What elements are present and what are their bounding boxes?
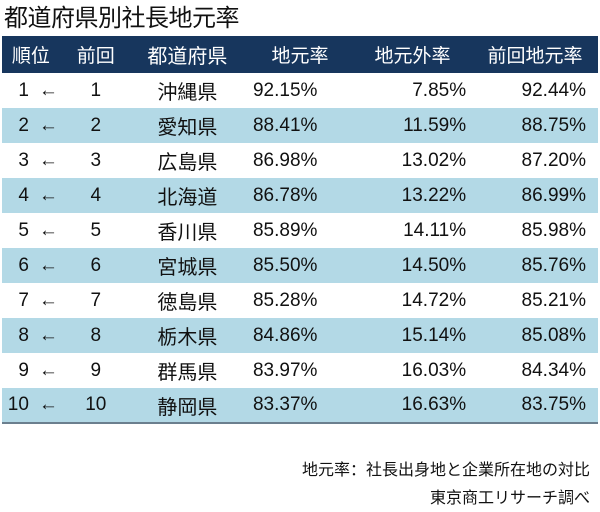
local-rate-cell: 86.78% bbox=[252, 184, 318, 206]
table-row: 6 ← 6 宮城県 85.50% 14.50% 85.76% bbox=[2, 248, 598, 283]
unchanged-arrow-icon: ← bbox=[38, 394, 58, 415]
table-row: 8 ← 8 栃木県 84.86% 15.14% 85.08% bbox=[2, 318, 598, 353]
outside-rate-cell: 13.02% bbox=[401, 149, 467, 171]
table-row: 2 ← 2 愛知県 88.41% 11.59% 88.75% bbox=[2, 108, 598, 143]
rank-cell: 1 bbox=[18, 79, 29, 101]
local-rate-cell: 85.28% bbox=[252, 289, 318, 311]
table-header-row: 順位 前回 都道府県 地元率 地元外率 前回地元率 bbox=[2, 36, 598, 73]
outside-rate-cell: 14.11% bbox=[403, 219, 467, 241]
rank-cell: 2 bbox=[18, 114, 29, 136]
header-previous-local-rate: 前回地元率 bbox=[487, 45, 583, 67]
table-row: 4 ← 4 北海道 86.78% 13.22% 86.99% bbox=[2, 178, 598, 213]
previous-rank-cell: 8 bbox=[90, 324, 102, 346]
source-footnote: 東京商工リサーチ調べ bbox=[429, 488, 590, 507]
table-row: 5 ← 5 香川県 85.89% 14.11% 85.98% bbox=[2, 213, 598, 248]
local-rate-cell: 92.15% bbox=[252, 79, 318, 101]
unchanged-arrow-icon: ← bbox=[38, 289, 58, 311]
previous-rank-cell: 10 bbox=[85, 394, 107, 415]
unchanged-arrow-icon: ← bbox=[38, 324, 58, 346]
table-row: 9 ← 9 群馬県 83.97% 16.03% 84.34% bbox=[2, 353, 598, 388]
rank-cell: 6 bbox=[18, 254, 29, 276]
prefecture-cell: 静岡県 bbox=[157, 394, 218, 419]
prefecture-cell: 広島県 bbox=[157, 150, 218, 174]
unchanged-arrow-icon: ← bbox=[38, 359, 58, 381]
unchanged-arrow-icon: ← bbox=[38, 254, 58, 276]
prefecture-cell: 宮城県 bbox=[157, 255, 218, 279]
previous-local-rate-cell: 85.76% bbox=[521, 254, 586, 276]
previous-local-rate-cell: 87.20% bbox=[521, 149, 586, 171]
header-local-rate: 地元率 bbox=[271, 45, 329, 67]
rank-cell: 10 bbox=[7, 394, 29, 415]
previous-local-rate-cell: 92.44% bbox=[521, 79, 586, 101]
prefecture-cell: 北海道 bbox=[157, 185, 218, 209]
ranking-table: 順位 前回 都道府県 地元率 地元外率 前回地元率 1 ← 1 沖縄県 92.1… bbox=[2, 36, 598, 424]
page-title: 都道府県別社長地元率 bbox=[4, 4, 240, 32]
outside-rate-cell: 11.59% bbox=[403, 114, 467, 136]
local-rate-cell: 83.97% bbox=[252, 359, 318, 381]
outside-rate-cell: 15.14% bbox=[401, 324, 467, 346]
table-row: 10 ← 10 静岡県 83.37% 16.63% 83.75% bbox=[2, 388, 598, 423]
previous-local-rate-cell: 84.34% bbox=[521, 359, 586, 381]
rank-cell: 5 bbox=[18, 219, 29, 241]
previous-rank-cell: 9 bbox=[90, 359, 102, 381]
outside-rate-cell: 13.22% bbox=[401, 184, 467, 206]
table-row: 1 ← 1 沖縄県 92.15% 7.85% 92.44% bbox=[2, 73, 598, 108]
header-rank: 順位 bbox=[11, 45, 50, 67]
previous-rank-cell: 2 bbox=[90, 114, 102, 136]
prefecture-cell: 群馬県 bbox=[157, 360, 218, 384]
definition-footnote: 地元率：社長出身地と企業所在地の対比 bbox=[301, 460, 590, 479]
table-row: 7 ← 7 徳島県 85.28% 14.72% 85.21% bbox=[2, 283, 598, 318]
previous-local-rate-cell: 83.75% bbox=[521, 394, 586, 415]
previous-local-rate-cell: 85.98% bbox=[521, 219, 586, 241]
previous-rank-cell: 7 bbox=[90, 289, 102, 311]
previous-rank-cell: 4 bbox=[90, 184, 102, 206]
local-rate-cell: 83.37% bbox=[252, 394, 318, 415]
local-rate-cell: 85.50% bbox=[252, 254, 318, 276]
rank-cell: 8 bbox=[18, 324, 29, 346]
rank-cell: 7 bbox=[18, 289, 29, 311]
unchanged-arrow-icon: ← bbox=[38, 79, 58, 101]
rank-cell: 3 bbox=[18, 149, 29, 171]
prefecture-cell: 沖縄県 bbox=[157, 80, 218, 104]
rank-cell: 4 bbox=[18, 184, 29, 206]
previous-rank-cell: 3 bbox=[90, 149, 102, 171]
unchanged-arrow-icon: ← bbox=[38, 219, 58, 241]
local-rate-cell: 84.86% bbox=[252, 324, 318, 346]
outside-rate-cell: 14.50% bbox=[401, 254, 467, 276]
outside-rate-cell: 7.85% bbox=[412, 79, 467, 101]
header-prefecture: 都道府県 bbox=[147, 44, 228, 68]
prefecture-cell: 愛知県 bbox=[157, 115, 218, 139]
outside-rate-cell: 14.72% bbox=[401, 289, 467, 311]
prefecture-cell: 栃木県 bbox=[157, 325, 218, 349]
local-rate-cell: 85.89% bbox=[252, 219, 318, 241]
local-rate-cell: 88.41% bbox=[252, 114, 318, 136]
outside-rate-cell: 16.03% bbox=[401, 359, 467, 381]
previous-rank-cell: 1 bbox=[90, 79, 102, 101]
prefecture-cell: 徳島県 bbox=[157, 290, 218, 314]
previous-local-rate-cell: 85.21% bbox=[521, 289, 586, 311]
unchanged-arrow-icon: ← bbox=[38, 184, 58, 206]
outside-rate-cell: 16.63% bbox=[401, 394, 467, 415]
previous-local-rate-cell: 85.08% bbox=[521, 324, 586, 346]
prefecture-cell: 香川県 bbox=[157, 220, 218, 244]
ranking-table-container: 順位 前回 都道府県 地元率 地元外率 前回地元率 1 ← 1 沖縄県 92.1… bbox=[2, 36, 598, 424]
header-outside-rate: 地元外率 bbox=[374, 45, 451, 67]
previous-local-rate-cell: 86.99% bbox=[521, 184, 586, 206]
unchanged-arrow-icon: ← bbox=[38, 114, 58, 136]
rank-cell: 9 bbox=[18, 359, 29, 381]
unchanged-arrow-icon: ← bbox=[38, 149, 58, 171]
previous-local-rate-cell: 88.75% bbox=[521, 114, 586, 136]
previous-rank-cell: 5 bbox=[90, 219, 102, 241]
previous-rank-cell: 6 bbox=[90, 254, 102, 276]
table-row: 3 ← 3 広島県 86.98% 13.02% 87.20% bbox=[2, 143, 598, 178]
header-previous: 前回 bbox=[76, 45, 115, 67]
local-rate-cell: 86.98% bbox=[252, 149, 318, 171]
